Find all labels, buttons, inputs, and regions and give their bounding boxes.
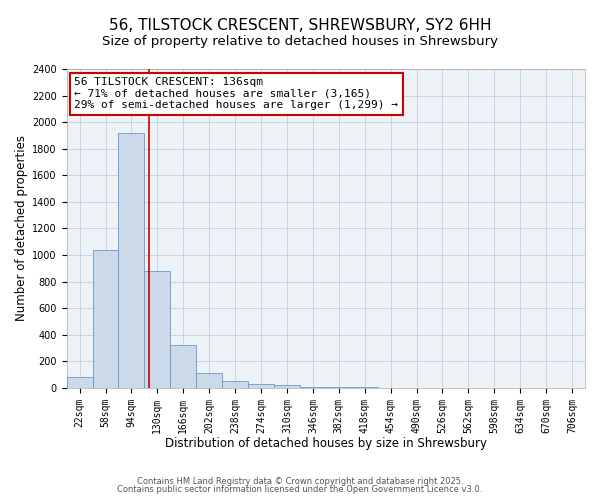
Bar [222,381,248,388]
Bar [274,384,300,388]
Bar [92,250,118,388]
Bar [170,346,196,388]
Bar [145,271,170,388]
Bar [67,376,92,388]
Bar [300,386,326,388]
Text: 56 TILSTOCK CRESCENT: 136sqm
← 71% of detached houses are smaller (3,165)
29% of: 56 TILSTOCK CRESCENT: 136sqm ← 71% of de… [74,77,398,110]
Text: Contains public sector information licensed under the Open Government Licence v3: Contains public sector information licen… [118,485,482,494]
Bar [248,384,274,388]
Y-axis label: Number of detached properties: Number of detached properties [15,136,28,322]
Bar [196,372,222,388]
Text: Contains HM Land Registry data © Crown copyright and database right 2025.: Contains HM Land Registry data © Crown c… [137,477,463,486]
Text: 56, TILSTOCK CRESCENT, SHREWSBURY, SY2 6HH: 56, TILSTOCK CRESCENT, SHREWSBURY, SY2 6… [109,18,491,32]
Bar [326,387,352,388]
Bar [118,133,145,388]
Text: Size of property relative to detached houses in Shrewsbury: Size of property relative to detached ho… [102,35,498,48]
X-axis label: Distribution of detached houses by size in Shrewsbury: Distribution of detached houses by size … [165,437,487,450]
